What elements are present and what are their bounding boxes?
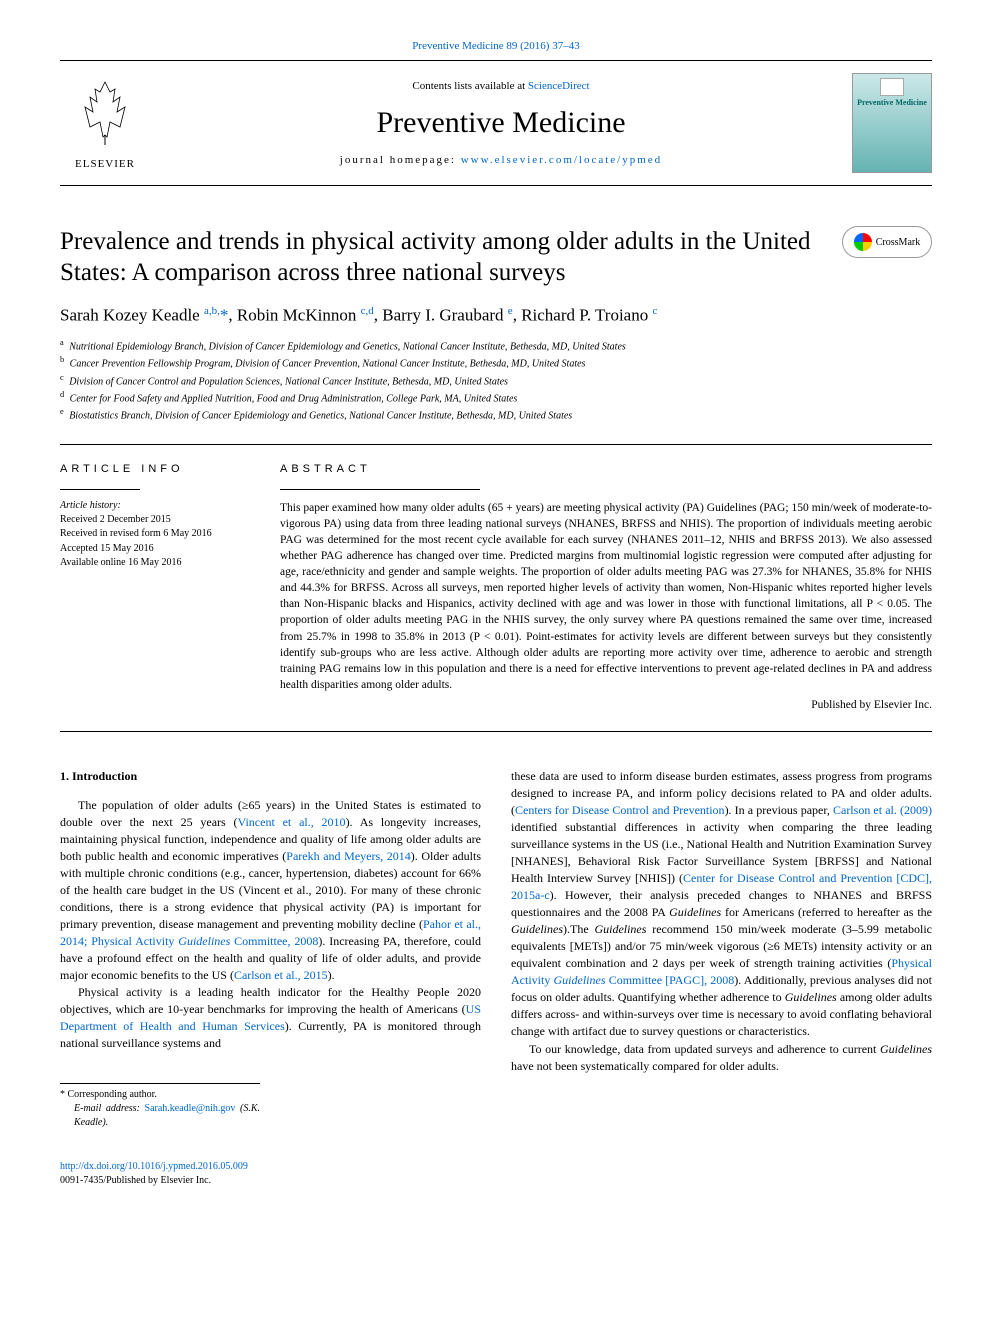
section-heading: 1. Introduction xyxy=(60,768,481,785)
body-paragraph-3: these data are used to inform disease bu… xyxy=(511,768,932,1041)
abstract-column: ABSTRACT This paper examined how many ol… xyxy=(280,445,932,731)
history-item: Accepted 15 May 2016 xyxy=(60,542,260,557)
abstract-text: This paper examined how many older adult… xyxy=(280,500,932,713)
info-abstract-row: ARTICLE INFO Article history: Received 2… xyxy=(60,444,932,732)
publisher-line: Published by Elsevier Inc. xyxy=(280,697,932,713)
elsevier-text: ELSEVIER xyxy=(75,158,135,170)
header-band: ELSEVIER Contents lists available at Sci… xyxy=(60,60,932,186)
pm-logo-icon xyxy=(880,78,904,96)
citation-link[interactable]: Preventive Medicine 89 (2016) 37–43 xyxy=(412,40,579,52)
contents-text: Contents lists available at xyxy=(412,80,527,92)
citation-link[interactable]: Centers for Disease Control and Preventi… xyxy=(515,803,725,817)
elsevier-logo: ELSEVIER xyxy=(60,73,150,173)
citation-link[interactable]: Physical Activity Guidelines Committee [… xyxy=(511,956,932,987)
info-divider xyxy=(60,489,140,490)
corresponding-author-label: * Corresponding author. xyxy=(60,1088,260,1102)
pm-logo-text: Preventive Medicine xyxy=(857,98,927,107)
sciencedirect-link[interactable]: ScienceDirect xyxy=(528,80,590,92)
history-item: Available online 16 May 2016 xyxy=(60,556,260,571)
affiliation-item: a Nutritional Epidemiology Branch, Divis… xyxy=(60,337,932,354)
page-root: Preventive Medicine 89 (2016) 37–43 ELSE… xyxy=(0,0,992,1238)
citation-link[interactable]: US Department of Health and Human Servic… xyxy=(60,1002,481,1033)
affiliation-item: e Biostatistics Branch, Division of Canc… xyxy=(60,406,932,423)
crossmark-label: CrossMark xyxy=(876,237,920,248)
article-title: Prevalence and trends in physical activi… xyxy=(60,226,842,289)
article-info-heading: ARTICLE INFO xyxy=(60,463,260,475)
citation-link[interactable]: Center for Disease Control and Preventio… xyxy=(511,871,932,902)
authors-line: Sarah Kozey Keadle a,b,*, Robin McKinnon… xyxy=(60,305,932,326)
body-paragraph-2: Physical activity is a leading health in… xyxy=(60,984,481,1052)
affiliation-item: d Center for Food Safety and Applied Nut… xyxy=(60,389,932,406)
affiliation-item: b Cancer Prevention Fellowship Program, … xyxy=(60,354,932,371)
contents-line: Contents lists available at ScienceDirec… xyxy=(150,80,852,92)
crossmark-badge[interactable]: CrossMark xyxy=(842,226,932,258)
citation-link[interactable]: Carlson et al. (2009) xyxy=(833,803,932,817)
affiliation-item: c Division of Cancer Control and Populat… xyxy=(60,372,932,389)
doi-block: http://dx.doi.org/10.1016/j.ypmed.2016.0… xyxy=(60,1160,481,1188)
journal-name: Preventive Medicine xyxy=(150,106,852,140)
citation-link[interactable]: Vincent et al., 2010 xyxy=(238,815,346,829)
footnote-block: * Corresponding author. E-mail address: … xyxy=(60,1083,260,1131)
affiliations-block: a Nutritional Epidemiology Branch, Divis… xyxy=(60,337,932,424)
citation-link[interactable]: Vincent et al., 2010 xyxy=(238,815,346,829)
homepage-url[interactable]: www.elsevier.com/locate/ypmed xyxy=(461,154,662,166)
doi-link[interactable]: http://dx.doi.org/10.1016/j.ypmed.2016.0… xyxy=(60,1161,248,1172)
history-items: Received 2 December 2015Received in revi… xyxy=(60,513,260,571)
left-column: 1. Introduction The population of older … xyxy=(60,768,481,1188)
abstract-body: This paper examined how many older adult… xyxy=(280,502,932,691)
article-info-column: ARTICLE INFO Article history: Received 2… xyxy=(60,445,280,731)
abstract-divider xyxy=(280,489,480,490)
body-columns: 1. Introduction The population of older … xyxy=(60,768,932,1188)
history-item: Received in revised form 6 May 2016 xyxy=(60,527,260,542)
homepage-line: journal homepage: www.elsevier.com/locat… xyxy=(150,154,852,166)
citation-link[interactable]: Parekh and Meyers, 2014 xyxy=(286,849,410,863)
right-column: these data are used to inform disease bu… xyxy=(511,768,932,1188)
title-block: Prevalence and trends in physical activi… xyxy=(60,226,932,289)
elsevier-tree-icon xyxy=(75,77,135,154)
body-paragraph-1: The population of older adults (≥65 year… xyxy=(60,797,481,984)
abstract-heading: ABSTRACT xyxy=(280,463,932,475)
body-paragraph-4: To our knowledge, data from updated surv… xyxy=(511,1041,932,1075)
email-label: E-mail address: xyxy=(74,1103,145,1114)
citation-link[interactable]: Carlson et al., 2015 xyxy=(234,968,328,982)
issn-line: 0091-7435/Published by Elsevier Inc. xyxy=(60,1175,211,1186)
history-item: Received 2 December 2015 xyxy=(60,513,260,528)
homepage-label: journal homepage: xyxy=(340,154,461,166)
journal-cover-thumbnail: Preventive Medicine xyxy=(852,73,932,173)
crossmark-icon xyxy=(854,233,872,251)
header-center: Contents lists available at ScienceDirec… xyxy=(150,80,852,166)
citation-link[interactable]: Pahor et al., 2014; Physical Activity Gu… xyxy=(60,917,481,948)
top-citation-link[interactable]: Preventive Medicine 89 (2016) 37–43 xyxy=(60,40,932,52)
email-line: E-mail address: Sarah.keadle@nih.gov (S.… xyxy=(74,1102,260,1130)
history-heading: Article history: xyxy=(60,500,260,511)
email-link[interactable]: Sarah.keadle@nih.gov xyxy=(145,1103,236,1114)
